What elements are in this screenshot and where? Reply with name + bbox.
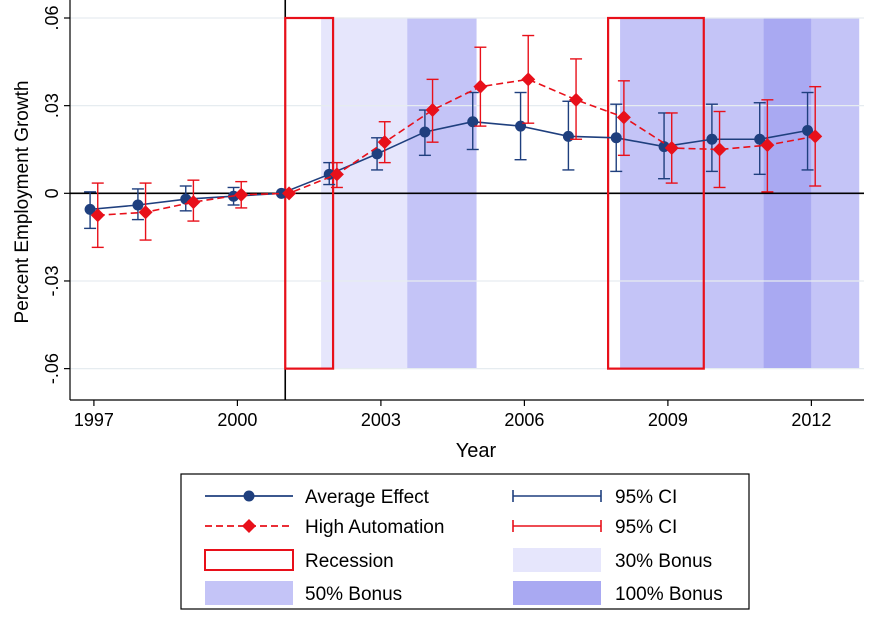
- recession-box-1: [607, 16, 705, 370]
- legend-swatch-fill: [205, 581, 293, 605]
- point-1-4: [282, 186, 297, 201]
- point-1-14: [760, 138, 775, 153]
- legend-entry-0: Average Effect: [205, 487, 430, 508]
- legend-entry-1: 95% CI: [512, 487, 677, 508]
- point-0-11: [610, 132, 622, 144]
- y-tick-label-3: .03: [42, 93, 62, 118]
- data-series: [84, 34, 823, 249]
- point-1-12: [664, 141, 679, 156]
- point-0-7: [419, 126, 431, 138]
- legend-swatch-box: [204, 549, 294, 571]
- legend-label: 95% CI: [615, 487, 677, 508]
- point-1-7: [425, 103, 440, 118]
- point-0-8: [467, 116, 479, 128]
- point-1-15: [808, 129, 823, 144]
- point-1-10: [569, 92, 584, 107]
- axes: -.06 -.03 0 .03 .06 1997 2000 2003 2006 2009 2012: [42, 0, 864, 430]
- x-tick-label-4: 2009: [648, 410, 688, 430]
- point-0-9: [515, 120, 527, 132]
- point-1-8: [473, 79, 488, 94]
- legend-swatch-fill: [513, 548, 601, 572]
- x-tick-label-5: 2012: [791, 410, 831, 430]
- legend-swatch-marker: [243, 490, 255, 502]
- point-0-5: [323, 168, 335, 180]
- series-line-0: [90, 120, 808, 211]
- legend-label: High Automation: [305, 517, 444, 538]
- point-1-11: [616, 110, 631, 125]
- y-tick-label-0: -.06: [42, 353, 62, 384]
- point-0-4: [275, 187, 287, 199]
- point-0-10: [562, 130, 574, 142]
- legend-swatch-fill: [513, 581, 601, 605]
- y-tick-label-2: 0: [42, 188, 62, 198]
- point-0-14: [754, 133, 766, 145]
- point-0-13: [706, 133, 718, 145]
- point-1-5: [329, 167, 344, 182]
- legend-label: 30% Bonus: [615, 551, 712, 572]
- legend-entry-2: High Automation: [205, 517, 444, 538]
- legend-entry-6: 50% Bonus: [205, 581, 402, 605]
- legend-label: 50% Bonus: [305, 584, 402, 605]
- x-tick-label-1: 2000: [217, 410, 257, 430]
- point-1-0: [90, 208, 105, 223]
- point-0-15: [802, 124, 814, 136]
- point-1-3: [234, 187, 249, 202]
- point-1-13: [712, 142, 727, 157]
- point-1-2: [186, 195, 201, 210]
- series-line-1: [97, 78, 816, 217]
- y-tick-label-1: -.03: [42, 265, 62, 296]
- legend-entry-7: 100% Bonus: [513, 581, 723, 605]
- x-tick-label-0: 1997: [74, 410, 114, 430]
- point-0-1: [132, 199, 144, 211]
- point-1-1: [138, 205, 153, 220]
- x-tick-label-2: 2003: [361, 410, 401, 430]
- legend-label: Average Effect: [305, 487, 430, 508]
- point-1-6: [377, 135, 392, 150]
- x-tick-label-3: 2006: [504, 410, 544, 430]
- legend-label: 95% CI: [615, 517, 677, 538]
- legend-entry-4: Recession: [204, 549, 394, 572]
- legend-entry-3: 95% CI: [512, 517, 677, 538]
- series-1: [90, 34, 823, 249]
- legend-swatch-marker: [242, 519, 256, 533]
- y-tick-label-4: .06: [42, 5, 62, 30]
- grid-lines: [70, 17, 864, 370]
- point-0-6: [371, 148, 383, 160]
- y-axis-label: Percent Employment Growth: [12, 81, 33, 324]
- legend-entry-5: 30% Bonus: [513, 548, 712, 572]
- legend-label: Recession: [305, 551, 394, 572]
- legend-label: 100% Bonus: [615, 584, 723, 605]
- point-0-0: [84, 203, 96, 215]
- point-1-9: [521, 72, 536, 87]
- legend: Average Effect 95% CI High Automation 95% C…: [180, 473, 750, 610]
- x-axis-label: Year: [456, 440, 497, 462]
